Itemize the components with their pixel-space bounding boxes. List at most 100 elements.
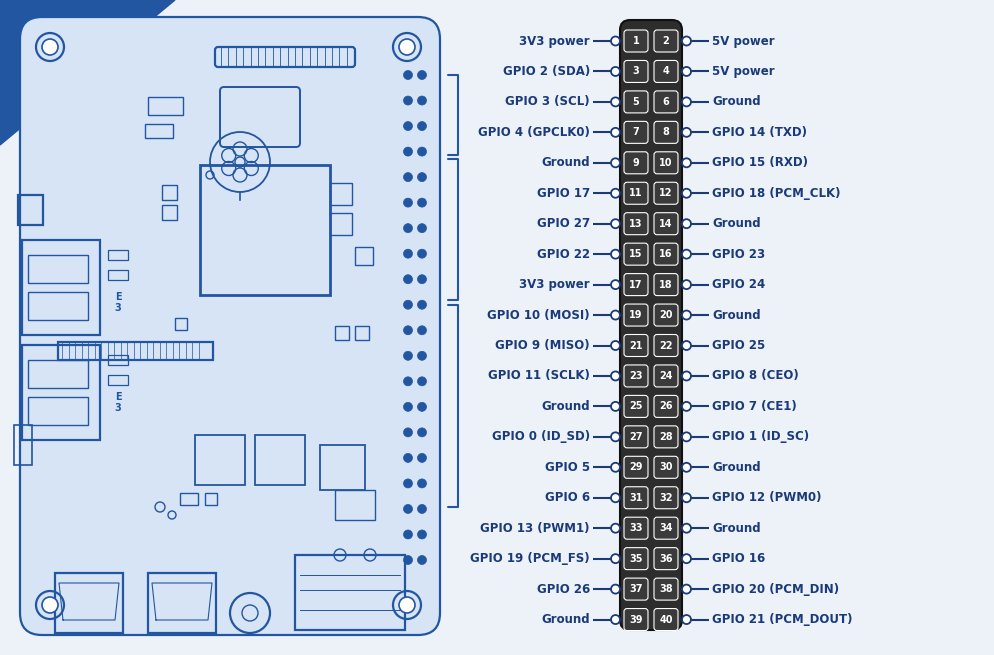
Text: 23: 23 — [628, 371, 642, 381]
Bar — [28, 397, 87, 425]
Circle shape — [404, 453, 413, 462]
Circle shape — [404, 173, 413, 181]
FancyBboxPatch shape — [623, 365, 647, 387]
Bar — [254, 435, 305, 485]
Bar — [55, 573, 123, 633]
Text: GPIO 15 (RXD): GPIO 15 (RXD) — [712, 157, 807, 169]
Circle shape — [681, 159, 690, 167]
Text: 9: 9 — [632, 158, 639, 168]
Text: GPIO 12 (PWM0): GPIO 12 (PWM0) — [712, 491, 821, 504]
Text: GPIO 9 (MISO): GPIO 9 (MISO) — [495, 339, 589, 352]
Circle shape — [417, 223, 426, 233]
FancyBboxPatch shape — [623, 91, 647, 113]
Text: 29: 29 — [628, 462, 642, 472]
Text: GPIO 25: GPIO 25 — [712, 339, 764, 352]
Text: 19: 19 — [628, 310, 642, 320]
Text: 3V3 power: 3V3 power — [519, 278, 589, 291]
Circle shape — [404, 274, 413, 284]
Circle shape — [417, 453, 426, 462]
Text: 27: 27 — [628, 432, 642, 442]
FancyBboxPatch shape — [653, 30, 677, 52]
Text: GPIO 10 (MOSI): GPIO 10 (MOSI) — [487, 309, 589, 322]
Text: GPIO 5: GPIO 5 — [545, 461, 589, 474]
FancyBboxPatch shape — [653, 517, 677, 539]
Text: 11: 11 — [628, 188, 642, 198]
Bar — [294, 555, 405, 630]
FancyBboxPatch shape — [623, 548, 647, 570]
Circle shape — [610, 493, 619, 502]
FancyBboxPatch shape — [619, 20, 681, 630]
Bar — [108, 270, 128, 280]
Circle shape — [681, 463, 690, 472]
Bar — [22, 240, 100, 335]
Text: GPIO 0 (ID_SD): GPIO 0 (ID_SD) — [491, 430, 589, 443]
Text: 3: 3 — [114, 303, 121, 313]
Circle shape — [417, 530, 426, 539]
Text: 28: 28 — [659, 432, 672, 442]
Circle shape — [404, 428, 413, 437]
Text: 14: 14 — [659, 219, 672, 229]
Text: 18: 18 — [659, 280, 672, 290]
Text: GPIO 23: GPIO 23 — [712, 248, 764, 261]
Circle shape — [681, 402, 690, 411]
Bar — [28, 292, 87, 320]
Circle shape — [417, 274, 426, 284]
Circle shape — [393, 33, 420, 61]
Text: Ground: Ground — [712, 217, 759, 230]
FancyBboxPatch shape — [623, 396, 647, 417]
FancyBboxPatch shape — [653, 578, 677, 600]
Bar — [108, 355, 128, 365]
Bar — [205, 493, 217, 505]
Circle shape — [610, 585, 619, 593]
Text: 3: 3 — [114, 403, 121, 413]
Text: 7: 7 — [632, 127, 639, 138]
Circle shape — [417, 479, 426, 488]
Text: 35: 35 — [628, 553, 642, 564]
Circle shape — [610, 98, 619, 106]
Circle shape — [399, 597, 414, 613]
Bar — [180, 493, 198, 505]
Circle shape — [417, 173, 426, 181]
Text: 16: 16 — [659, 249, 672, 259]
Circle shape — [404, 300, 413, 309]
Text: 10: 10 — [659, 158, 672, 168]
Text: 1: 1 — [632, 36, 639, 46]
Circle shape — [417, 428, 426, 437]
Text: 5: 5 — [632, 97, 639, 107]
FancyBboxPatch shape — [623, 457, 647, 478]
Text: GPIO 26: GPIO 26 — [536, 582, 589, 595]
Text: 39: 39 — [628, 614, 642, 625]
Bar — [148, 97, 183, 115]
Text: 8: 8 — [662, 127, 669, 138]
FancyBboxPatch shape — [653, 91, 677, 113]
Circle shape — [610, 615, 619, 624]
Circle shape — [404, 198, 413, 207]
Bar — [335, 490, 375, 520]
Text: GPIO 3 (SCL): GPIO 3 (SCL) — [505, 96, 589, 108]
Bar — [108, 250, 128, 260]
Circle shape — [681, 432, 690, 441]
Circle shape — [681, 189, 690, 198]
Circle shape — [610, 341, 619, 350]
Circle shape — [610, 67, 619, 76]
Circle shape — [610, 432, 619, 441]
Text: 40: 40 — [659, 614, 672, 625]
Circle shape — [404, 351, 413, 360]
Text: Ground: Ground — [541, 157, 589, 169]
Text: 37: 37 — [628, 584, 642, 594]
Text: GPIO 11 (SCLK): GPIO 11 (SCLK) — [488, 369, 589, 383]
Circle shape — [610, 371, 619, 381]
FancyBboxPatch shape — [623, 243, 647, 265]
Circle shape — [681, 493, 690, 502]
Text: GPIO 2 (SDA): GPIO 2 (SDA) — [502, 65, 589, 78]
Circle shape — [404, 530, 413, 539]
FancyBboxPatch shape — [623, 274, 647, 295]
FancyBboxPatch shape — [653, 396, 677, 417]
Bar — [162, 205, 177, 220]
Text: 21: 21 — [628, 341, 642, 350]
Circle shape — [404, 71, 413, 79]
Text: 32: 32 — [659, 493, 672, 503]
Text: 3: 3 — [632, 66, 639, 77]
Text: 38: 38 — [659, 584, 672, 594]
FancyBboxPatch shape — [653, 548, 677, 570]
